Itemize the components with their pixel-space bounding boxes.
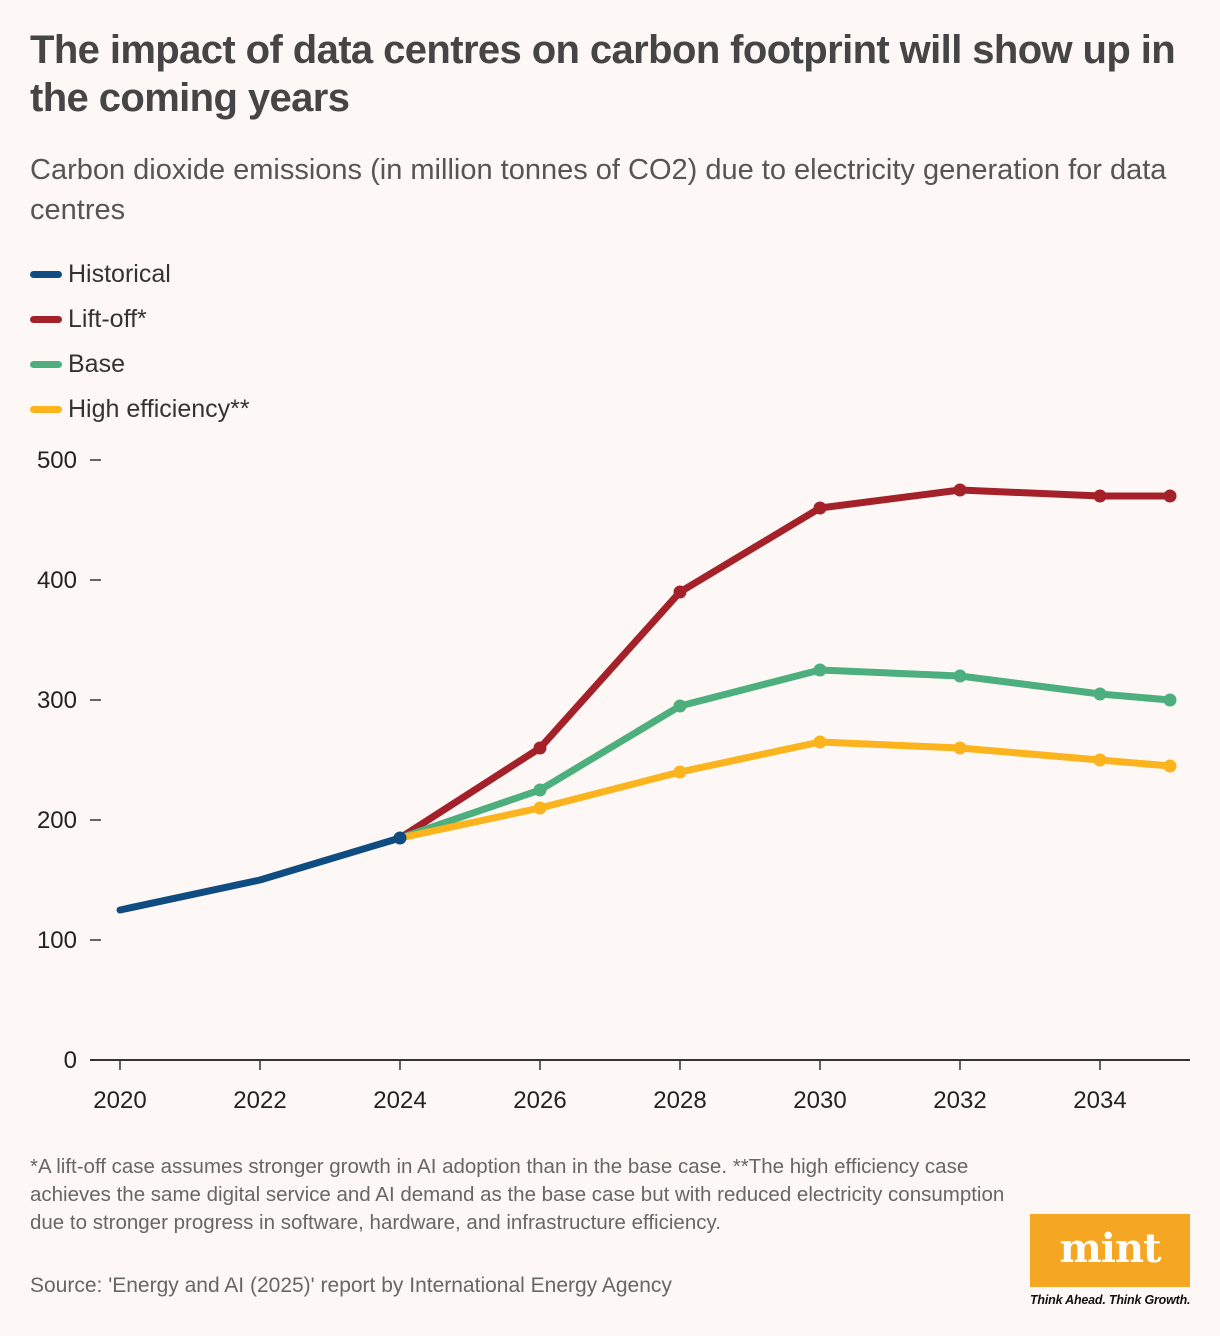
legend-swatch (30, 271, 62, 278)
legend-label: High efficiency** (68, 395, 250, 423)
x-tick-label: 2020 (93, 1087, 146, 1114)
legend-item: Base (30, 342, 250, 387)
y-tick-label: 500 (37, 447, 77, 474)
mint-logo: mint (1030, 1214, 1190, 1287)
y-tick-label: 400 (37, 567, 77, 594)
legend-item: Historical (30, 252, 250, 297)
data-point (1093, 687, 1107, 701)
legend-label: Lift-off* (68, 305, 147, 333)
y-tick-label: 300 (37, 687, 77, 714)
series-layer (116, 483, 1177, 914)
data-point (1163, 489, 1177, 503)
brand-tagline: Think Ahead. Think Growth. (1030, 1293, 1191, 1307)
data-point (953, 669, 967, 683)
brand-block: mint Think Ahead. Think Growth. (1030, 1214, 1191, 1307)
legend-label: Historical (68, 260, 171, 288)
x-tick-label: 2024 (373, 1087, 426, 1114)
legend-swatch (30, 406, 62, 413)
data-point (953, 741, 967, 755)
footnote: *A lift-off case assumes stronger growth… (30, 1155, 1005, 1234)
data-point (813, 663, 827, 677)
legend-swatch (30, 316, 62, 323)
x-tick-label: 2026 (513, 1087, 566, 1114)
y-tick-label: 0 (64, 1047, 77, 1074)
series-line (396, 486, 1174, 842)
data-point (533, 801, 547, 815)
x-tick-label: 2028 (653, 1087, 706, 1114)
series-line (116, 834, 404, 914)
x-axis: 2020 2022 2024 2026 2028 2030 2032 2034 (90, 1059, 1190, 1114)
series-line (396, 738, 1174, 842)
brand-logo-text: mint (1059, 1225, 1161, 1272)
legend-item: High efficiency** (30, 387, 250, 432)
data-point (953, 483, 967, 497)
data-point (1093, 489, 1107, 503)
data-point (1093, 753, 1107, 767)
data-point (673, 699, 687, 713)
chart-title: The impact of data centres on carbon foo… (30, 28, 1176, 120)
source-note: Source: 'Energy and AI (2025)' report by… (30, 1274, 672, 1297)
y-axis: 0 100 200 300 400 500 (37, 447, 101, 1074)
legend-item: Lift-off* (30, 297, 250, 342)
legend-label: Base (68, 350, 125, 378)
data-point (673, 765, 687, 779)
y-tick-label: 200 (37, 807, 77, 834)
data-point (533, 741, 547, 755)
chart-subtitle: Carbon dioxide emissions (in million ton… (30, 154, 1167, 226)
data-point (813, 735, 827, 749)
data-point (533, 783, 547, 797)
legend-swatch (30, 361, 62, 368)
data-point (1163, 693, 1177, 707)
y-tick-label: 100 (37, 927, 77, 954)
line-chart: 0 100 200 300 400 500 2020 2022 2024 2026 2028 203… (37, 447, 1190, 1114)
x-tick-label: 2032 (933, 1087, 986, 1114)
data-point (393, 831, 407, 845)
legend: Historical Lift-off* Base High efficiency** (30, 252, 250, 432)
data-point (673, 585, 687, 599)
x-tick-label: 2034 (1073, 1087, 1126, 1114)
data-point (1163, 759, 1177, 773)
data-point (813, 501, 827, 515)
x-tick-label: 2022 (233, 1087, 286, 1114)
x-tick-label: 2030 (793, 1087, 846, 1114)
